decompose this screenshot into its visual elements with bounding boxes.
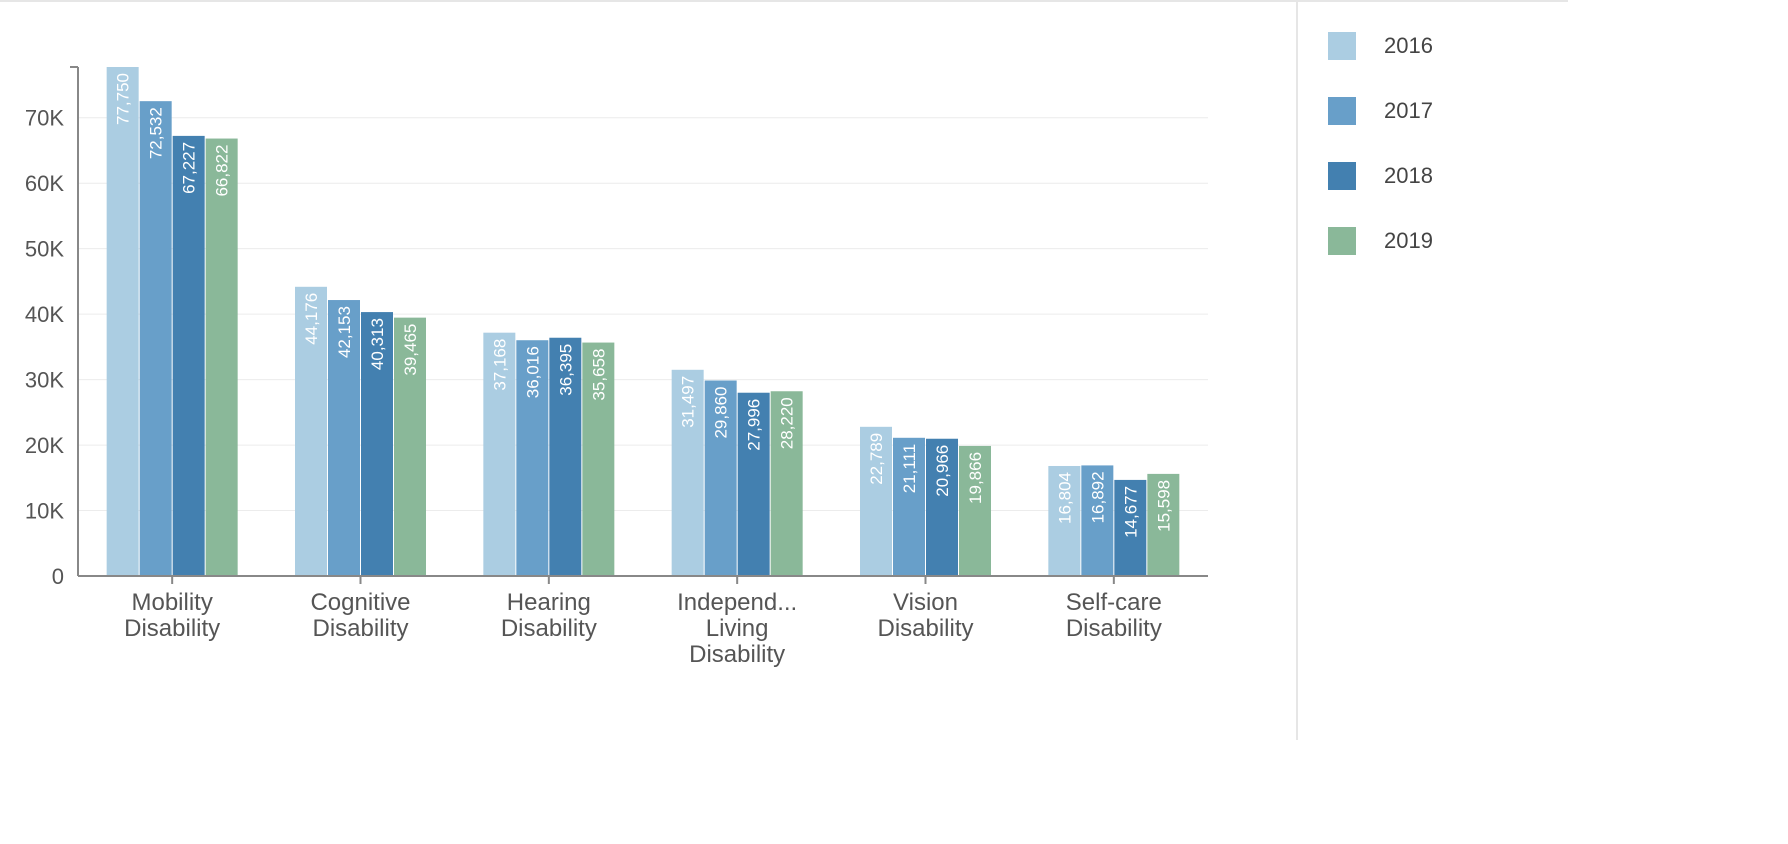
legend-label: 2018 [1384, 163, 1433, 188]
data-label: 36,016 [523, 346, 542, 398]
y-tick-label: 20K [25, 433, 64, 458]
legend-item-2[interactable]: 2018 [1328, 162, 1433, 190]
bar[interactable] [106, 67, 139, 576]
y-tick-label: 70K [25, 106, 64, 131]
bar[interactable] [737, 392, 770, 576]
bar[interactable] [1147, 473, 1180, 576]
y-tick-label: 0 [52, 564, 64, 589]
x-category-label: Independ... Living Disability [677, 589, 797, 668]
bar[interactable] [139, 101, 172, 577]
bar[interactable] [926, 438, 958, 576]
legend-item-1[interactable]: 2017 [1328, 97, 1433, 125]
bar[interactable] [1081, 465, 1114, 576]
bar[interactable] [328, 300, 360, 576]
data-label: 42,153 [335, 306, 354, 358]
axes [70, 66, 1208, 584]
data-label: 21,111 [900, 444, 919, 493]
grid-lines [78, 117, 1208, 512]
y-tick-label: 50K [25, 237, 64, 262]
data-label: 27,996 [745, 399, 764, 451]
bar[interactable] [172, 135, 205, 576]
data-label: 44,176 [302, 293, 321, 345]
y-axis-ticks: 0 10K 20K 30K 40K 50K 60K 70K [25, 106, 64, 589]
bar[interactable] [1114, 479, 1147, 576]
data-label: 77,750 [114, 73, 133, 125]
legend: 2016 2017 2018 2019 [1296, 0, 1570, 740]
data-label: 16,804 [1055, 472, 1074, 524]
data-label: 16,892 [1088, 471, 1107, 523]
bar[interactable] [549, 337, 582, 576]
x-category-label: Vision Disability [877, 589, 973, 642]
x-axis-categories: Mobility Disability Cognitive Disability Hea… [124, 589, 1162, 668]
data-label: 40,313 [368, 318, 387, 370]
bar[interactable] [394, 317, 426, 576]
data-label: 15,598 [1154, 480, 1173, 532]
bar[interactable] [582, 342, 615, 576]
data-label: 29,860 [712, 387, 731, 439]
bar[interactable] [483, 332, 516, 576]
y-tick-label: 60K [25, 171, 64, 196]
data-label: 37,168 [490, 339, 509, 391]
data-label: 22,789 [867, 433, 886, 485]
top-border [0, 0, 1568, 2]
bar[interactable] [704, 380, 737, 576]
data-label: 20,966 [933, 445, 952, 497]
x-category-label: Self-care Disability [1066, 589, 1162, 642]
data-label: 39,465 [401, 324, 420, 376]
bar[interactable] [516, 340, 549, 576]
legend-swatch [1328, 32, 1356, 60]
data-label: 28,220 [778, 397, 797, 449]
x-category-label: Hearing Disability [501, 589, 597, 642]
bar[interactable] [361, 312, 393, 576]
bar[interactable] [1048, 465, 1081, 576]
y-tick-label: 10K [25, 499, 64, 524]
legend-label: 2017 [1384, 98, 1433, 123]
data-label: 66,822 [213, 145, 232, 197]
legend-swatch [1328, 227, 1356, 255]
data-label: 35,658 [589, 349, 608, 401]
bar[interactable] [295, 286, 327, 576]
data-label: 31,497 [679, 376, 698, 428]
legend-label: 2019 [1384, 228, 1433, 253]
bar[interactable] [770, 391, 803, 576]
legend-item-3[interactable]: 2019 [1328, 227, 1433, 255]
data-label: 14,677 [1121, 486, 1140, 538]
bar[interactable] [671, 369, 704, 576]
data-label: 72,532 [147, 107, 166, 159]
bar[interactable] [860, 426, 892, 576]
bar-chart: 0 10K 20K 30K 40K 50K 60K 70K 77,750 44,176 37,16… [25, 66, 1208, 668]
bar[interactable] [893, 437, 925, 576]
data-labels: 77,750 44,176 37,168 31,497 22,789 16,804 72,5… [114, 73, 1174, 538]
data-label: 36,395 [556, 344, 575, 396]
y-tick-label: 40K [25, 302, 64, 327]
bar[interactable] [205, 138, 238, 576]
legend-swatch [1328, 97, 1356, 125]
x-category-label: Mobility Disability [124, 589, 220, 642]
bar[interactable] [959, 445, 991, 576]
bars [106, 67, 1180, 577]
legend-item-0[interactable]: 2016 [1328, 32, 1433, 60]
data-label: 19,866 [966, 452, 985, 504]
legend-swatch [1328, 162, 1356, 190]
data-label: 67,227 [180, 142, 199, 194]
x-category-label: Cognitive Disability [310, 589, 410, 642]
y-tick-label: 30K [25, 368, 64, 393]
legend-label: 2016 [1384, 33, 1433, 58]
